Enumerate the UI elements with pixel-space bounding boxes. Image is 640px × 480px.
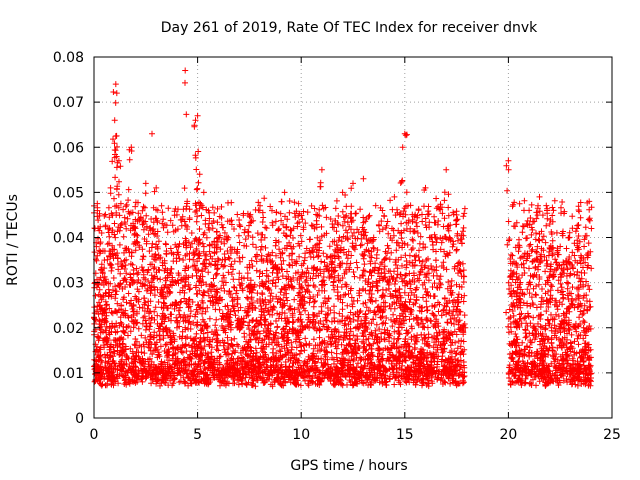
x-tick-label: 20 [499, 427, 517, 443]
y-tick-label: 0.04 [53, 231, 84, 247]
y-tick-label: 0 [75, 411, 84, 427]
y-tick-label: 0.01 [53, 366, 84, 382]
x-tick-label: 0 [90, 427, 99, 443]
x-tick-label: 5 [193, 427, 202, 443]
y-tick-label: 0.05 [53, 185, 84, 201]
data-points [91, 67, 595, 390]
y-axis-label: ROTI / TECUs [5, 194, 21, 286]
y-tick-label: 0.08 [53, 50, 84, 66]
axis-ticks: 0 5 10 15 20 25 0 0.01 0.02 0.03 0.04 0.05 0.06 0.07 0… [53, 50, 621, 443]
y-tick-label: 0.03 [53, 276, 84, 292]
roti-scatter-marks [91, 67, 595, 390]
y-tick-label: 0.06 [53, 140, 84, 156]
x-axis-label: GPS time / hours [290, 458, 407, 474]
x-tick-label: 15 [396, 427, 414, 443]
y-tick-label: 0.02 [53, 321, 84, 337]
chart-title: Day 261 of 2019, Rate Of TEC Index for r… [161, 20, 538, 36]
x-tick-label: 25 [603, 427, 621, 443]
x-tick-label: 10 [292, 427, 310, 443]
y-tick-label: 0.07 [53, 95, 84, 111]
